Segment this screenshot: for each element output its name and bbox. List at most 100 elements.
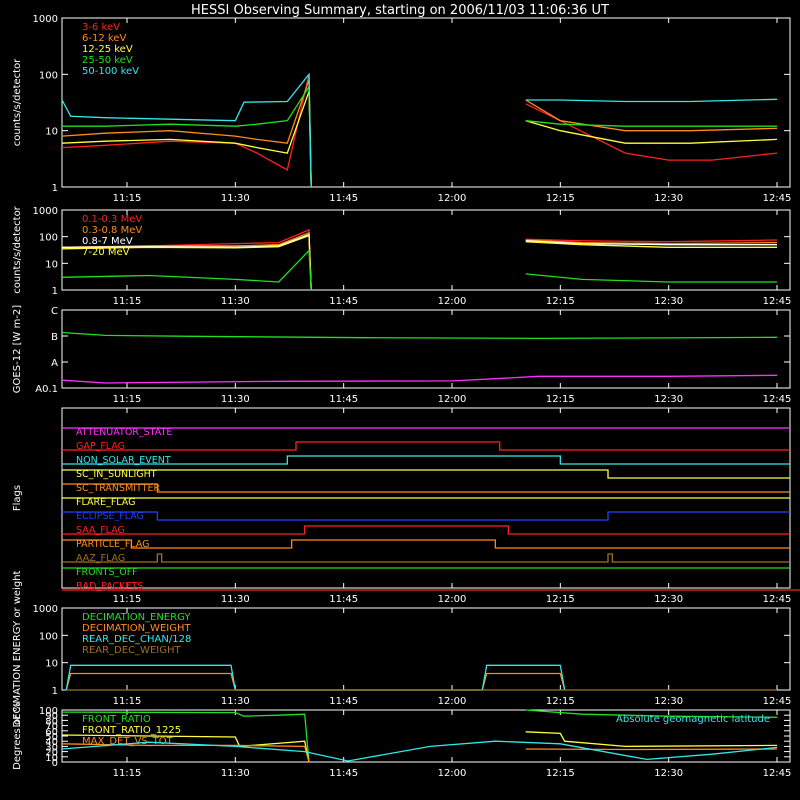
y-tick-label: 10	[45, 659, 58, 670]
flag-label: SC_TRANSMITTER	[76, 483, 161, 494]
series-line	[61, 79, 312, 188]
x-tick-label: 12:15	[546, 696, 575, 707]
x-tick-label: 12:45	[763, 193, 792, 204]
panel-frame	[61, 17, 791, 188]
flag-line	[62, 553, 790, 563]
flag-label: GAP_FLAG	[76, 441, 125, 452]
series-line	[525, 241, 777, 248]
y-tick-label: 10	[45, 259, 58, 270]
flag-line	[62, 511, 790, 521]
y-tick-label: 30	[45, 742, 58, 753]
series-line	[525, 709, 778, 718]
flag-label: BAD_PACKETS	[76, 581, 143, 592]
x-tick-label: 12:00	[438, 594, 467, 605]
y-axis-label: GOES-12 [W m-2]	[12, 305, 23, 393]
x-tick-label: 11:15	[113, 394, 142, 405]
series-line	[525, 748, 778, 751]
x-tick-label: 12:30	[654, 696, 683, 707]
y-tick-label: 10	[45, 127, 58, 138]
legend-label: FRONT_RATIO_1225	[82, 725, 181, 736]
legend-label: REAR_DEC_CHAN/128	[82, 634, 191, 645]
flag-label: FRONTS_OFF	[76, 567, 138, 578]
y-tick-label: 80	[45, 716, 58, 727]
y-axis-label: DECIMATION ENERGY or weight	[12, 570, 23, 727]
x-tick-label: 12:30	[654, 594, 683, 605]
series-line	[525, 238, 778, 243]
x-tick-label: 12:15	[546, 394, 575, 405]
x-tick-label: 11:15	[113, 594, 142, 605]
y-tick-label: 40	[45, 737, 58, 748]
legend-label: 50-100 keV	[82, 66, 139, 77]
x-tick-label: 11:15	[113, 296, 142, 307]
x-tick-label: 11:30	[221, 193, 250, 204]
series-line	[61, 331, 778, 340]
y-tick-label: 100	[39, 70, 58, 81]
flag-label: AAZ_FLAG	[76, 553, 125, 564]
x-tick-label: 12:45	[763, 768, 792, 779]
x-tick-label: 12:15	[546, 193, 575, 204]
y-tick-label: 60	[45, 727, 58, 738]
x-tick-label: 11:45	[329, 296, 358, 307]
series-line	[61, 740, 778, 762]
y-tick-label: 100	[39, 631, 58, 642]
flag-line	[62, 469, 790, 479]
chart-title: HESSI Observing Summary, starting on 200…	[191, 3, 609, 18]
y-tick-label: 10	[45, 753, 58, 764]
x-tick-label: 11:15	[113, 193, 142, 204]
series-line	[525, 239, 778, 245]
series-line	[61, 234, 312, 291]
annotation-text: Absolute geomagnetic latitude	[616, 714, 770, 725]
flag-line	[62, 539, 790, 549]
series-line	[525, 120, 778, 144]
legend-label: 3-6 keV	[82, 22, 120, 33]
series-line	[61, 374, 778, 384]
y-axis-label: Degrees or %	[12, 702, 23, 770]
y-tick-label: 1	[52, 686, 58, 697]
series-line	[61, 249, 312, 291]
flag-label: ECLIPSE_FLAG	[76, 511, 144, 522]
y-tick-label: 1	[52, 183, 58, 194]
x-tick-label: 11:30	[221, 594, 250, 605]
series-line	[65, 664, 566, 691]
panel-frame	[61, 209, 791, 291]
panel-p2: 11:15 11:30 11:45 12:00 12:15 12:30 12:45 count…	[12, 205, 791, 307]
flag-line	[62, 589, 800, 591]
flag-label: FLARE_FLAG	[76, 497, 136, 508]
flag-label: PARTICLE_FLAG	[76, 539, 149, 550]
x-tick-label: 11:30	[221, 768, 250, 779]
series-line	[61, 74, 312, 188]
x-tick-label: 11:45	[329, 696, 358, 707]
series-line	[61, 72, 312, 188]
legend-label: 0.3-0.8 MeV	[82, 225, 142, 236]
y-tick-label: 1000	[33, 604, 58, 615]
y-tick-label: B	[51, 332, 58, 343]
x-tick-label: 12:00	[438, 193, 467, 204]
y-tick-label: 20	[45, 748, 58, 759]
flag-label: SC_IN_SUNLIGHT	[76, 469, 157, 480]
x-tick-label: 12:00	[438, 296, 467, 307]
series-line	[525, 99, 778, 132]
flag-label: ATTENUATOR_STATE	[76, 427, 172, 438]
x-tick-label: 11:15	[113, 696, 142, 707]
legend-label: 7-20 MeV	[82, 247, 130, 258]
y-tick-label: 0	[52, 758, 58, 769]
x-tick-label: 12:15	[546, 296, 575, 307]
series-line	[61, 91, 312, 188]
flag-line	[62, 525, 790, 535]
x-tick-label: 11:30	[221, 296, 250, 307]
y-axis-label: counts/s/detector	[12, 58, 23, 146]
series-line	[62, 84, 312, 188]
y-tick-label: 90	[45, 711, 58, 722]
x-tick-label: 12:45	[763, 594, 792, 605]
y-tick-label: 1	[52, 286, 58, 297]
x-tick-label: 11:15	[113, 768, 142, 779]
legend-label: REAR_DEC_WEIGHT	[82, 645, 181, 656]
y-tick-label: 100	[39, 233, 58, 244]
y-tick-label: C	[51, 306, 58, 317]
series-line	[525, 273, 777, 283]
series-line	[525, 240, 777, 246]
x-tick-label: 12:15	[546, 768, 575, 779]
panel-frame	[61, 309, 791, 389]
legend-label: MAX_DET_VS_TOT	[82, 736, 174, 747]
